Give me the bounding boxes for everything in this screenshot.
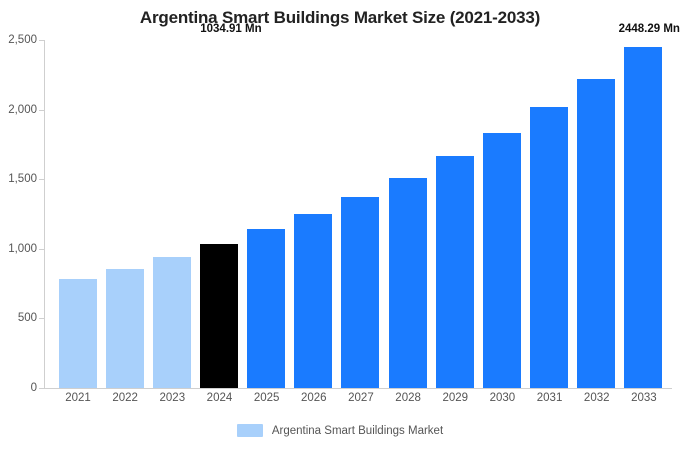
x-axis-line: [44, 388, 672, 389]
bar-value-label: 1034.91 Mn: [200, 23, 262, 35]
bar-column[interactable]: 1034.91 Mn: [200, 23, 262, 388]
bar-column[interactable]: 2448.29 Mn: [619, 23, 680, 388]
x-tick-label: 2021: [65, 392, 91, 404]
y-axis-line: [44, 40, 45, 388]
y-tick-label: 0: [30, 382, 37, 394]
bar-column[interactable]: [247, 40, 286, 388]
bar-column[interactable]: [59, 40, 97, 388]
bar-column[interactable]: [341, 40, 380, 388]
x-tick-label: 2022: [112, 392, 138, 404]
x-tick-label: 2027: [348, 392, 374, 404]
bar[interactable]: 2448.29 Mn: [619, 23, 680, 388]
bar-column[interactable]: [482, 40, 521, 388]
bar-column[interactable]: [576, 40, 615, 388]
x-tick-label: 2030: [489, 392, 516, 404]
y-tick-label: 1,000: [8, 242, 37, 255]
x-axis-labels: 2021 2022 2023 2024 2025 2026 2027 2028 2029 2030…: [45, 392, 673, 404]
x-tick-label: 2026: [300, 392, 327, 404]
y-tick-mark: [39, 318, 44, 320]
y-tick-label: 2,500: [8, 34, 37, 46]
x-tick-label: 2031: [536, 392, 563, 404]
x-tick-label: 2029: [442, 392, 469, 404]
bar[interactable]: 1034.91 Mn: [200, 23, 262, 388]
x-tick-label: 2025: [253, 392, 280, 404]
y-tick-mark: [39, 40, 44, 41]
bar-column[interactable]: [153, 40, 192, 388]
bar-series: 1034.91 Mn 2448.29 Mn: [45, 23, 680, 388]
x-tick-label: 2024: [206, 392, 233, 404]
y-tick-label: 2,000: [8, 103, 37, 116]
bar[interactable]: [388, 177, 427, 388]
bar[interactable]: [59, 279, 97, 388]
bar[interactable]: [435, 156, 474, 388]
bar[interactable]: [482, 132, 521, 388]
y-tick-mark: [39, 248, 44, 250]
bar[interactable]: [341, 196, 380, 388]
y-tick-mark: [39, 388, 44, 389]
y-tick-label: 500: [17, 312, 37, 325]
bar[interactable]: [576, 78, 615, 388]
bar[interactable]: [106, 269, 145, 388]
legend-label: Argentina Smart Buildings Market: [271, 424, 444, 437]
plot-area: 0 500 1,000 1,500 2,000 2,500 1034.91 Mn 2448.…: [8, 23, 680, 394]
bar[interactable]: [529, 107, 568, 388]
legend-swatch: [236, 424, 263, 437]
x-tick-label: 2032: [583, 392, 610, 404]
bar-column[interactable]: [529, 40, 568, 388]
x-tick-label: 2023: [159, 392, 186, 404]
x-tick-label: 2033: [631, 392, 657, 404]
bar-column[interactable]: [388, 40, 427, 388]
x-tick-label: 2028: [395, 392, 421, 404]
bar-column[interactable]: [106, 40, 145, 388]
y-tick-mark: [39, 179, 44, 181]
bar[interactable]: [294, 214, 333, 388]
y-tick-mark: [39, 109, 44, 111]
bar-column[interactable]: [294, 40, 333, 388]
bar[interactable]: [247, 229, 286, 388]
y-tick-label: 1,500: [8, 173, 37, 186]
chart-legend: Argentina Smart Buildings Market: [0, 424, 680, 437]
bar-value-label: 2448.29 Mn: [618, 23, 680, 35]
bar[interactable]: [153, 257, 192, 388]
bar-column[interactable]: [435, 40, 474, 388]
chart-title: Argentina Smart Buildings Market Size (2…: [139, 8, 541, 27]
